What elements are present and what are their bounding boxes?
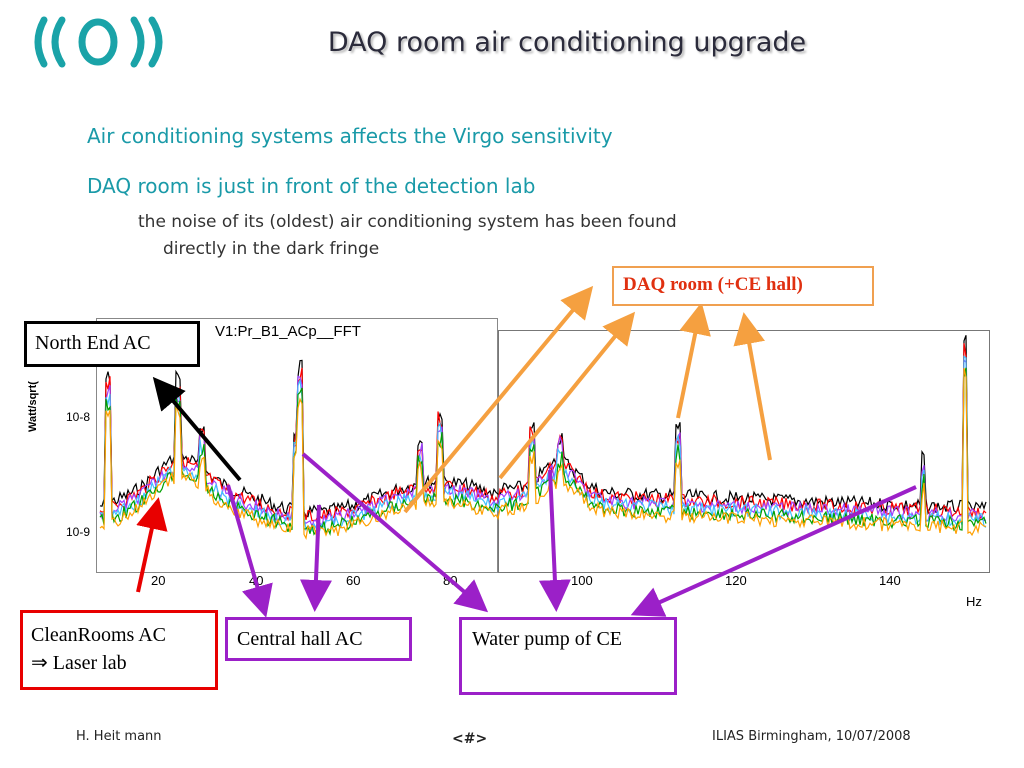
slide-title: DAQ room air conditioning upgrade xyxy=(327,27,807,58)
cleanrooms-line-2: ⇒ Laser lab xyxy=(31,652,127,674)
cleanrooms-ac-label: CleanRooms AC ⇒ Laser lab xyxy=(20,610,218,690)
north-end-ac-label: North End AC xyxy=(24,321,200,367)
daq-room-label: DAQ room (+CE hall) xyxy=(612,266,874,306)
spectrum-plot-right xyxy=(498,330,990,573)
y-tick-1e-9: 10-9 xyxy=(66,525,91,539)
arrow-daq-2 xyxy=(498,311,636,480)
y-tick-1e-8: 10-8 xyxy=(66,410,91,424)
x-tick-120: 120 xyxy=(725,573,747,588)
arrow-water-1 xyxy=(301,452,489,613)
arrow-daq-1 xyxy=(403,285,594,514)
ego-logo xyxy=(34,16,163,68)
bullet-1: Air conditioning systems affects the Vir… xyxy=(87,124,613,148)
spectrum-trace xyxy=(99,358,987,529)
arrow-water-3 xyxy=(630,485,917,617)
bullet-2: DAQ room is just in front of the detecti… xyxy=(87,174,536,198)
water-pump-label: Water pump of CE xyxy=(459,617,677,695)
x-tick-60: 60 xyxy=(346,573,361,588)
x-tick-140: 140 xyxy=(879,573,901,588)
arrow-central-2 xyxy=(299,504,332,612)
arrow-water-2 xyxy=(538,469,571,612)
spectrum-trace xyxy=(99,343,987,522)
footer-event: ILIAS Birmingham, 10/07/2008 xyxy=(712,729,911,744)
x-tick-100: 100 xyxy=(571,573,593,588)
arrow-central-1 xyxy=(226,484,273,618)
arrow-cleanrooms xyxy=(136,497,168,593)
arrow-north-end xyxy=(152,376,242,482)
footer-author: H. Heit mann xyxy=(76,729,162,744)
spectrum-trace xyxy=(99,355,987,533)
footer-page-number: <#> xyxy=(452,731,488,747)
arrow-daq-3 xyxy=(676,302,711,419)
central-hall-ac-label: Central hall AC xyxy=(225,617,412,661)
plot-title: V1:Pr_B1_ACp__FFT xyxy=(215,323,361,340)
arrow-daq-4 xyxy=(733,312,772,461)
sub-bullet-line-1: the noise of its (oldest) air conditioni… xyxy=(138,212,677,232)
x-tick-20: 20 xyxy=(151,573,166,588)
x-unit-hz: Hz xyxy=(966,594,982,609)
spectrum-trace xyxy=(99,335,987,518)
spectrum-trace xyxy=(99,367,987,536)
sub-bullet: the noise of its (oldest) air conditioni… xyxy=(138,209,898,263)
sub-bullet-line-2: directly in the dark fringe xyxy=(163,239,380,259)
cleanrooms-line-1: CleanRooms AC xyxy=(31,624,167,646)
